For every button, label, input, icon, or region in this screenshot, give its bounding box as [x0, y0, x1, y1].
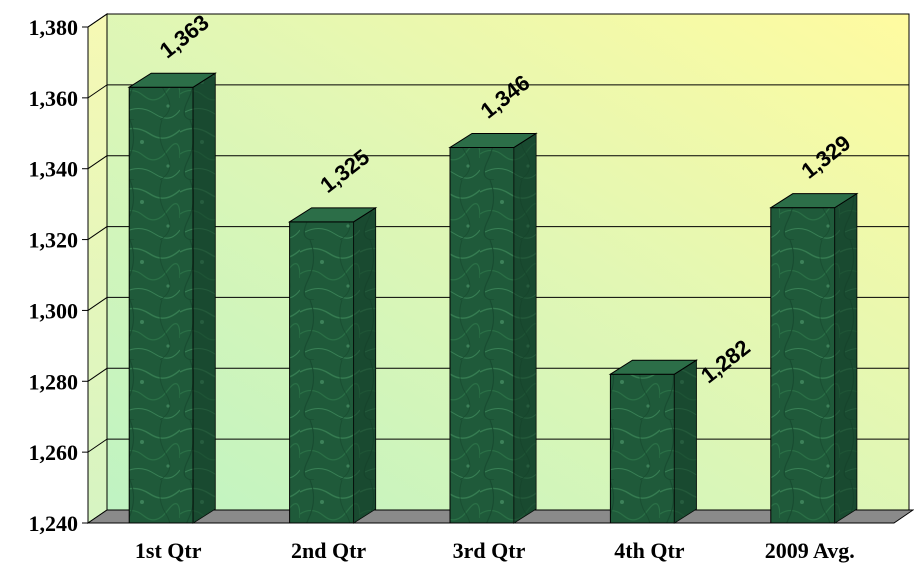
- gridline-depth: [87, 84, 108, 99]
- y-tick-label: 1,340: [29, 157, 79, 182]
- bar-front: [609, 373, 675, 524]
- gridline-depth: [87, 155, 108, 170]
- gridline-depth: [87, 297, 108, 311]
- bar-side-texture: [514, 133, 536, 523]
- x-axis-ticks: 1st Qtr 2nd Qtr 3rd Qtr 4th Qtr 2009 Avg.: [135, 538, 855, 563]
- y-axis-ticks: 1,240 1,260 1,280 1,300 1,320 1,340 1,360 1,380: [29, 15, 89, 536]
- gridline-depth: [87, 438, 108, 453]
- y-tick-label: 1,280: [29, 369, 79, 394]
- side-wall: [87, 13, 108, 524]
- bar-side-texture: [193, 73, 216, 523]
- bar-top: [608, 359, 699, 375]
- bar: [769, 192, 859, 524]
- bar-top: [448, 132, 538, 148]
- bar-front: [128, 86, 194, 524]
- bar-front: [770, 207, 836, 524]
- gridline-depth: [87, 13, 108, 28]
- bar: [448, 132, 538, 524]
- x-tick-label: 1st Qtr: [135, 538, 202, 563]
- y-tick-label: 1,320: [29, 228, 79, 253]
- y-tick-label: 1,360: [29, 86, 79, 111]
- bar-top: [287, 207, 378, 223]
- bar: [127, 72, 217, 524]
- bar: [287, 206, 378, 524]
- bar-side-texture: [353, 207, 376, 523]
- bar-side-texture: [674, 360, 697, 523]
- y-tick-label: 1,300: [29, 298, 79, 323]
- x-tick-label: 3rd Qtr: [453, 538, 526, 563]
- bar: [608, 359, 699, 524]
- y-tick-label: 1,260: [29, 440, 79, 465]
- bar-front: [289, 221, 355, 524]
- bar-side-texture: [834, 193, 857, 523]
- gridline-depth: [87, 226, 108, 240]
- x-tick-label: 2009 Avg.: [765, 538, 855, 563]
- gridline-depth: [87, 367, 108, 382]
- x-tick-label: 4th Qtr: [614, 538, 685, 563]
- bars: [127, 72, 859, 524]
- x-tick-label: 2nd Qtr: [291, 538, 366, 563]
- bar-top: [769, 193, 859, 209]
- bar-front: [449, 146, 515, 524]
- bar-top: [127, 72, 217, 88]
- y-tick-label: 1,240: [29, 511, 79, 536]
- y-tick-label: 1,380: [29, 15, 79, 40]
